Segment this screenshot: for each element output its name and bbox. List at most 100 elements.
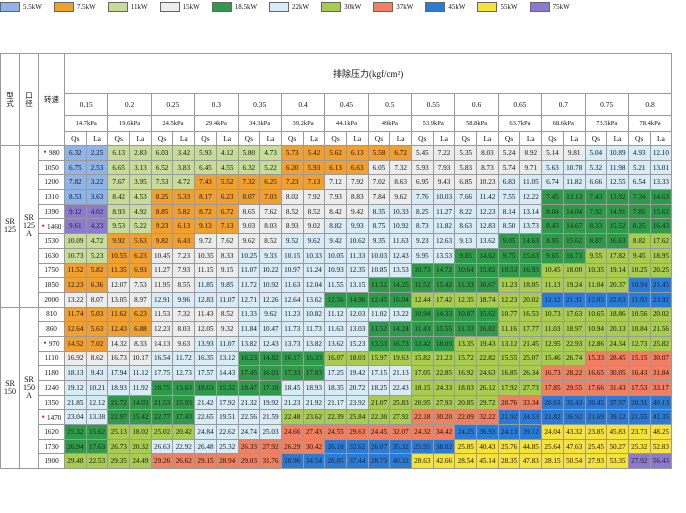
value-cell: 32.07 — [389, 424, 412, 440]
value-cell: 45.83 — [606, 424, 629, 440]
value-cell: 5.93 — [411, 159, 434, 176]
value-cell: 11.33 — [454, 321, 478, 337]
rpm-value: 1530 — [44, 236, 59, 245]
legend-item: 55kW — [477, 2, 518, 12]
value-cell: 26.07 — [367, 438, 391, 455]
value-cell: 15.97 — [367, 350, 391, 367]
value-cell: 6.88 — [129, 321, 152, 337]
value-cell: 19.51 — [215, 409, 239, 426]
value-cell: 11.52 — [64, 262, 87, 279]
value-cell: 13.53 — [389, 262, 412, 279]
value-cell: 29.48 — [64, 453, 87, 470]
la-header: La — [432, 131, 456, 146]
value-cell: 31.43 — [606, 380, 629, 396]
rpm-value: 1460 — [47, 222, 62, 231]
value-cell: 21.13 — [389, 365, 412, 381]
value-cell: 6.43 — [172, 233, 196, 249]
value-cell: 18.02 — [129, 424, 152, 440]
value-cell: 8.95 — [541, 233, 564, 249]
value-cell: 5.73 — [280, 145, 304, 161]
value-cell: 6.32 — [64, 145, 87, 161]
value-cell: 23.85 — [584, 424, 608, 440]
value-cell: 11.27 — [150, 262, 174, 279]
value-cell: 13.82 — [237, 335, 261, 352]
value-cell: 26.74 — [562, 350, 586, 367]
value-cell: 11.85 — [194, 277, 217, 293]
value-cell: 13.82 — [302, 335, 326, 352]
value-cell: 23.04 — [64, 409, 87, 426]
value-cell: 11.43 — [411, 321, 434, 337]
value-cell: 23.73 — [627, 424, 651, 440]
value-cell: 14.25 — [389, 277, 412, 293]
value-cell: 22.97 — [107, 409, 131, 426]
value-cell: 11.13 — [541, 277, 564, 293]
value-cell: 37.44 — [345, 453, 369, 470]
rpm-value: 1900 — [44, 457, 59, 466]
value-cell: 7.55 — [497, 189, 521, 205]
value-cell: 4.23 — [85, 218, 109, 235]
value-cell: 13.53 — [367, 335, 391, 352]
value-cell: 7.43 — [194, 174, 217, 191]
port-header: 口 径 — [19, 53, 39, 146]
value-cell: 11.82 — [432, 218, 456, 235]
legend-swatch — [425, 2, 446, 12]
value-cell: 5.33 — [172, 189, 196, 205]
value-cell: 25.83 — [389, 394, 412, 411]
value-cell: 28.35 — [497, 453, 521, 470]
qs-header: Qs — [627, 131, 651, 146]
value-cell: 7.53 — [129, 277, 152, 293]
value-cell: 10.03 — [367, 247, 391, 264]
value-cell: 28.63 — [411, 453, 434, 470]
value-cell: 11.74 — [64, 306, 87, 323]
value-cell: 5.82 — [172, 203, 196, 220]
rpm-value: 1350 — [44, 398, 59, 407]
value-cell: 16.17 — [280, 350, 304, 367]
value-cell: 12.23 — [476, 203, 499, 220]
qs-header: Qs — [367, 131, 391, 146]
value-cell: 26.94 — [64, 438, 87, 455]
value-cell: 11.02 — [367, 306, 391, 323]
value-cell: 17.83 — [302, 365, 326, 381]
value-cell: 5.80 — [237, 145, 261, 161]
table-row: 1620 25.32 15.62 25.13 18.02 25.02 20.42 24.84 2… — [1, 424, 673, 440]
pressure-header: 0.15 — [63, 93, 109, 116]
value-cell: 16.63 — [606, 233, 629, 249]
value-cell: 11.93 — [627, 291, 651, 308]
rpm-value: 1310 — [44, 192, 59, 201]
value-cell: 8.65 — [237, 203, 261, 220]
value-cell: 16.03 — [259, 365, 282, 381]
value-cell: 9.05 — [497, 233, 521, 249]
value-cell: 6.03 — [150, 145, 174, 161]
table-row: 860 12.64 5.63 12.43 6.88 12.23 8.03 12.05 9.32 1… — [1, 321, 673, 337]
value-cell: 41.35 — [649, 409, 673, 426]
value-cell: 10.92 — [259, 277, 282, 293]
rpm-value: 980 — [48, 149, 60, 158]
value-cell: 36.93 — [476, 424, 499, 440]
value-cell: 12.64 — [64, 321, 87, 337]
value-cell: 9.85 — [215, 277, 239, 293]
value-cell: 27.93 — [584, 453, 608, 470]
value-cell: 5.24 — [497, 145, 521, 161]
value-cell: 13.13 — [562, 189, 586, 205]
value-cell: 8.52 — [215, 306, 239, 323]
legend-label: 55kW — [500, 3, 518, 11]
value-cell: 10.65 — [584, 306, 608, 323]
value-cell: 10.23 — [476, 174, 499, 191]
value-cell: 8.02 — [280, 189, 304, 205]
pressure-header: 0.35 — [237, 93, 282, 116]
value-cell: 7.32 — [237, 174, 261, 191]
value-cell: 19.63 — [389, 350, 412, 367]
value-cell: 8.92 — [519, 145, 543, 161]
value-cell: 11.92 — [129, 380, 152, 396]
table-row: 2000 13.22 8.07 13.05 8.97 12.91 9.96 12.83 11.0… — [1, 291, 673, 308]
value-cell: 5.23 — [85, 247, 109, 264]
value-cell: 7.13 — [215, 218, 239, 235]
value-cell: 7.62 — [215, 233, 239, 249]
value-cell: 14.82 — [259, 350, 282, 367]
rpm-cell: 1110 — [38, 350, 65, 367]
value-cell: 12.12 — [541, 291, 564, 308]
value-cell: 22.48 — [280, 409, 304, 426]
la-header: La — [259, 131, 282, 146]
value-cell: 5.58 — [367, 145, 391, 161]
value-cell: 16.73 — [562, 247, 586, 264]
